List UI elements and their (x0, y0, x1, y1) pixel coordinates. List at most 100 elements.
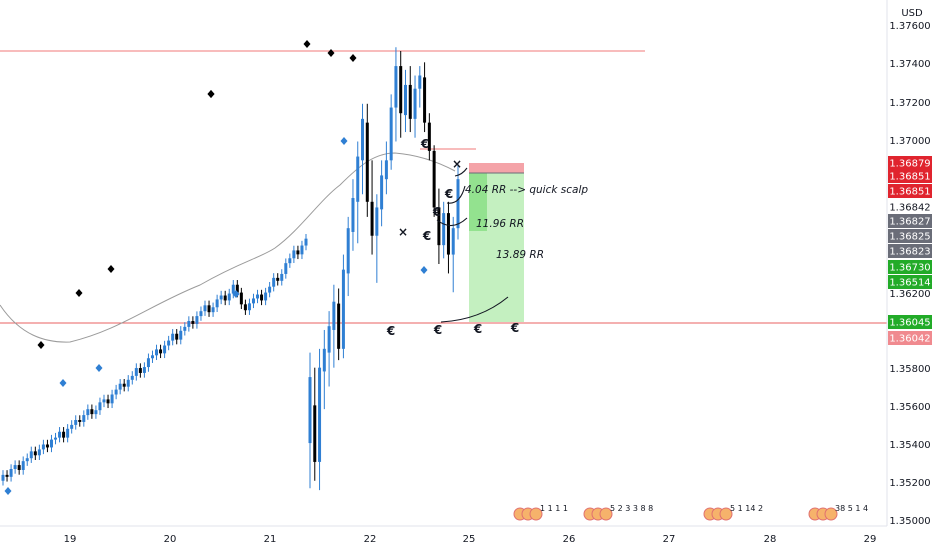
candle-body (356, 156, 360, 202)
candle-body (94, 410, 98, 415)
candle-body (54, 437, 58, 440)
candle-body (130, 375, 134, 380)
candle-body (308, 377, 312, 444)
rr-annotation-scalp: 4.04 RR --> quick scalp (465, 184, 588, 196)
price-tag-bg (888, 229, 932, 243)
candle-body (191, 320, 195, 324)
candle-body (300, 245, 304, 255)
candle-body (13, 465, 17, 470)
calendar-event-count: 38 5 1 4 (835, 504, 868, 513)
price-tag-bg (888, 331, 932, 345)
candle-body (37, 449, 41, 456)
candle-body (375, 207, 379, 236)
x-tick-label: 29 (864, 534, 877, 545)
euro-event-icon: € (422, 229, 431, 243)
candle-body (179, 330, 183, 340)
candle-body (138, 368, 142, 373)
calendar-event-count: 5 2 3 3 8 8 (610, 504, 653, 513)
candle-body (199, 311, 203, 317)
candle-body (442, 213, 446, 246)
x-tick-label: 21 (264, 534, 277, 545)
calendar-event-icon[interactable] (824, 507, 838, 521)
price-tag-bg (888, 244, 932, 258)
candle-body (256, 294, 260, 299)
candle-body (25, 458, 29, 462)
candle-body (365, 122, 369, 202)
price-tag-bg (888, 275, 932, 289)
down-marker (327, 49, 335, 57)
candle-body (423, 77, 427, 123)
candle-body (408, 84, 412, 119)
candle-body (380, 175, 384, 210)
calendar-event-icon[interactable] (599, 507, 613, 521)
candle-body (227, 293, 231, 301)
candle-body (163, 345, 167, 354)
candle-body (231, 284, 235, 294)
calendar-event-icon[interactable] (719, 507, 733, 521)
candle-body (437, 207, 441, 246)
candle-body (155, 349, 159, 356)
candle-body (288, 258, 292, 264)
down-marker (107, 265, 115, 273)
candle-body (29, 451, 33, 459)
candle-body (211, 307, 215, 313)
y-tick-label: 1.35400 (889, 440, 930, 451)
calendar-event-icon[interactable] (529, 507, 543, 521)
candle-body (118, 383, 122, 390)
candle-body (175, 333, 179, 340)
price-tag-label: 1.36823 (889, 247, 930, 258)
y-tick-label: 1.35800 (889, 364, 930, 375)
down-marker (207, 90, 215, 98)
candle-body (264, 292, 268, 301)
candle-body (296, 250, 300, 255)
y-tick-label: 1.37600 (889, 21, 930, 32)
candle-body (41, 444, 45, 450)
y-tick-label: 1.37400 (889, 59, 930, 70)
cross-marker: × (398, 225, 408, 239)
candle-body (219, 295, 223, 300)
candle-body (58, 431, 62, 438)
up-marker (4, 487, 12, 495)
candle-body (114, 389, 118, 395)
price-tag-bg (888, 315, 932, 329)
candle-body (418, 75, 422, 89)
annotation-arrow (446, 185, 466, 204)
target-zone-small[interactable] (469, 173, 487, 231)
candle-body (272, 277, 276, 287)
cross-marker: × (452, 157, 462, 171)
euro-event-icon: € (386, 324, 395, 338)
currency-label: USD (901, 8, 923, 19)
candle-body (292, 250, 296, 259)
stop-loss-zone[interactable] (469, 163, 524, 173)
candle-body (243, 304, 247, 311)
candle-body (327, 326, 331, 353)
candle-body (183, 326, 187, 331)
candle-body (260, 294, 264, 301)
price-tag-label: 1.36827 (889, 217, 930, 228)
euro-event-icon: € (420, 137, 429, 151)
rr-annotation-full: 13.89 RR (496, 249, 544, 261)
up-marker (59, 379, 67, 387)
candle-body (280, 273, 284, 281)
y-tick-label: 1.36200 (889, 289, 930, 300)
candle-body (171, 333, 175, 341)
price-tag-label: 1.36514 (889, 278, 930, 289)
candle-body (346, 228, 350, 274)
candle-body (427, 122, 431, 151)
candle-body (276, 277, 280, 281)
up-marker (95, 364, 103, 372)
euro-event-icon: € (444, 187, 453, 201)
annotation-arrow (454, 167, 468, 177)
candle-body (98, 402, 102, 411)
calendar-event-count: 1 1 1 1 (540, 504, 568, 513)
x-tick-label: 19 (64, 534, 77, 545)
price-tag-label: 1.36879 (889, 159, 930, 170)
candle-body (62, 431, 66, 438)
candle-body (322, 348, 326, 372)
candle-body (399, 66, 403, 114)
price-tag-label: 1.36045 (889, 318, 930, 329)
candle-body (215, 299, 219, 308)
